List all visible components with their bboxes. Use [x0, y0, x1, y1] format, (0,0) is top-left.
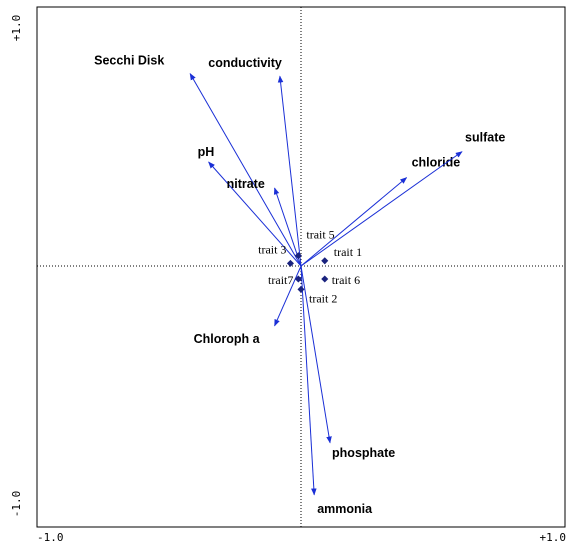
arrow-phosphate [300, 265, 332, 444]
arrow-chloroph-a [274, 265, 302, 327]
label-trait-2: trait 2 [309, 291, 337, 305]
label-trait-3: trait 3 [258, 242, 286, 256]
point-trait-6 [321, 275, 329, 283]
label-conductivity: conductivity [208, 56, 282, 70]
arrow-secchi-disk [189, 72, 302, 267]
label-trait-5: trait 5 [306, 228, 334, 242]
x-axis-max-label: +1.0 [540, 531, 567, 544]
y-axis-min-label: -1.0 [10, 491, 23, 518]
arrow-conductivity [277, 75, 302, 267]
label-secchi-disk: Secchi Disk [94, 54, 164, 68]
label-ph: pH [198, 145, 215, 159]
label-chloride: chloride [412, 156, 461, 170]
label-ammonia: ammonia [317, 502, 373, 516]
trait-points: trait 1 trait 2 trait 3 trait 5 trait 6 trait… [258, 228, 362, 306]
label-nitrate: nitrate [227, 177, 265, 191]
point-trait7 [294, 275, 302, 283]
arrow-ph [208, 161, 302, 267]
label-trait-1: trait 1 [334, 245, 362, 259]
arrow-ammonia [300, 265, 317, 496]
label-trait7: trait7 [268, 273, 293, 287]
label-chloroph-a: Chloroph a [194, 332, 261, 346]
environmental-arrows: Secchi Disk conductivity pH nitrate chloride… [94, 54, 505, 516]
label-phosphate: phosphate [332, 446, 395, 460]
point-trait-5 [294, 252, 302, 260]
arrow-nitrate [273, 187, 302, 267]
label-trait-6: trait 6 [332, 273, 360, 287]
x-axis-min-label: -1.0 [37, 531, 64, 544]
label-sulfate: sulfate [465, 131, 505, 145]
y-axis-max-label: +1.0 [10, 15, 23, 42]
arrow-sulfate [300, 151, 463, 267]
point-trait-3 [286, 259, 294, 267]
arrow-chloride [300, 177, 408, 267]
point-trait-2 [297, 285, 305, 293]
point-trait-1 [321, 257, 329, 265]
